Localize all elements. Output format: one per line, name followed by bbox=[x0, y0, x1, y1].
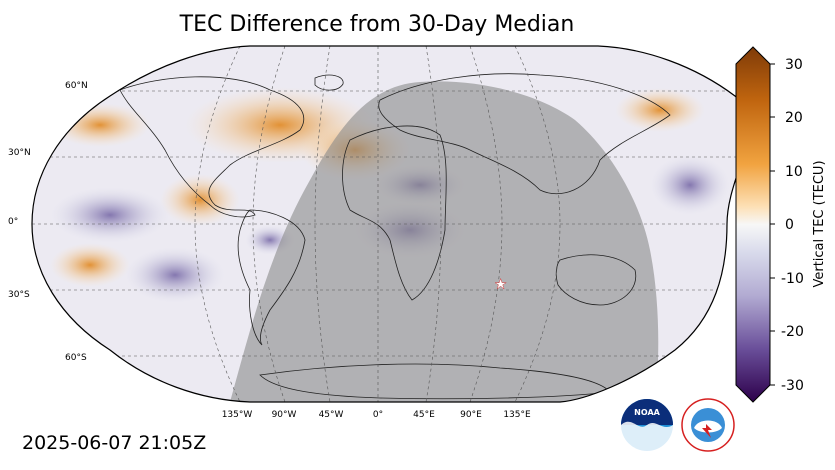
lat-label-60n: 60°N bbox=[65, 81, 88, 91]
lon-label-90e: 90°E bbox=[460, 410, 482, 420]
colorbar-scale bbox=[735, 46, 771, 403]
colorbar-tick-neg20: -20 bbox=[781, 324, 804, 340]
colorbar-tick-20: 20 bbox=[785, 110, 803, 126]
positive-anomaly bbox=[50, 103, 150, 147]
negative-anomaly bbox=[50, 187, 170, 243]
map-title: TEC Difference from 30-Day Median bbox=[179, 12, 575, 37]
lon-label-135w: 135°W bbox=[222, 410, 253, 420]
lat-label-30n: 30°N bbox=[8, 148, 31, 158]
graticule bbox=[32, 46, 740, 402]
negative-anomaly bbox=[125, 247, 225, 303]
colorbar-tick-30: 30 bbox=[785, 57, 803, 73]
lon-label-0: 0° bbox=[373, 410, 383, 420]
nws-logo bbox=[494, 277, 735, 452]
colorbar-tick-neg30: -30 bbox=[781, 378, 804, 394]
colorbar: 30 20 10 0 -10 -20 -30 Vertical TEC (TEC… bbox=[735, 46, 827, 403]
lon-label-45e: 45°E bbox=[413, 410, 435, 420]
colorbar-tick-10: 10 bbox=[785, 164, 803, 180]
lat-label-equator: 0° bbox=[8, 217, 18, 227]
globe-outline bbox=[31, 45, 750, 403]
positive-anomaly bbox=[160, 174, 240, 226]
negative-anomaly bbox=[650, 155, 730, 215]
colorbar-label: Vertical TEC (TECU) bbox=[812, 160, 827, 287]
colorbar-tick-neg10: -10 bbox=[781, 271, 804, 287]
night-shade bbox=[230, 81, 659, 402]
positive-anomaly bbox=[50, 243, 130, 287]
noaa-logo: NOAA bbox=[621, 399, 673, 454]
noaa-logo-text: NOAA bbox=[634, 408, 660, 417]
map-field bbox=[32, 46, 740, 402]
lat-label-30s: 30°S bbox=[8, 290, 30, 300]
lon-label-45w: 45°W bbox=[319, 410, 344, 420]
colorbar-tick-0: 0 bbox=[785, 217, 794, 233]
lat-label-60s: 60°S bbox=[65, 353, 87, 363]
lon-label-135e: 135°E bbox=[503, 410, 531, 420]
positive-anomaly bbox=[615, 88, 705, 132]
timestamp: 2025-06-07 21:05Z bbox=[22, 432, 207, 454]
lon-label-90w: 90°W bbox=[272, 410, 297, 420]
